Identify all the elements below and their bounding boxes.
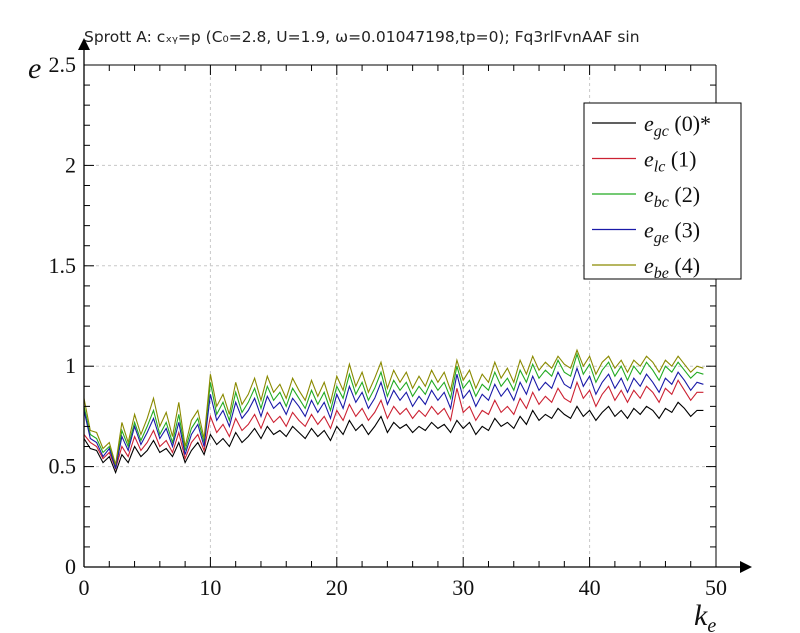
y-axis-arrow — [78, 38, 90, 50]
x-tick-label: 10 — [199, 575, 221, 600]
legend: egc (0)* elc (1) ebc (2) ege (3) ebe (4) — [583, 102, 742, 282]
chart-title: Sprott A: cₓᵧ=p (C₀=2.8, U=1.9, ω=0.0104… — [84, 28, 640, 46]
series-line-4 — [83, 348, 704, 465]
x-axis-label: ke — [694, 599, 716, 633]
x-tick-label: 30 — [452, 575, 474, 600]
y-tick-label: 1.5 — [49, 253, 77, 278]
axes: 0 10 20 30 40 50 0 0.5 1 1.5 2 2.5 ke e — [28, 38, 752, 633]
x-tick-label: 0 — [79, 575, 90, 600]
y-tick-label: 2 — [65, 152, 76, 177]
x-axis-arrow — [740, 561, 752, 573]
x-tick-label: 50 — [705, 575, 727, 600]
legend-label-1: elc (1) — [644, 147, 696, 176]
legend-label-2: ebc (2) — [644, 182, 700, 211]
y-tick-label: 0 — [65, 554, 76, 579]
legend-label-3: ege (3) — [644, 218, 700, 247]
y-tick-label: 0.5 — [49, 454, 77, 479]
series-line-1 — [83, 379, 704, 471]
legend-label-0: egc (0)* — [644, 111, 711, 140]
y-tick-label: 2.5 — [49, 52, 77, 77]
x-tick-label: 20 — [326, 575, 348, 600]
legend-box — [583, 102, 742, 280]
x-tick-label: 40 — [579, 575, 601, 600]
y-tick-label: 1 — [65, 353, 76, 378]
plot-lines — [83, 348, 704, 475]
legend-label-4: ebe (4) — [644, 253, 700, 282]
series-line-3 — [83, 366, 704, 469]
y-axis-label: e — [28, 52, 41, 85]
series-line-0 — [83, 401, 704, 475]
series-line-2 — [83, 352, 704, 467]
